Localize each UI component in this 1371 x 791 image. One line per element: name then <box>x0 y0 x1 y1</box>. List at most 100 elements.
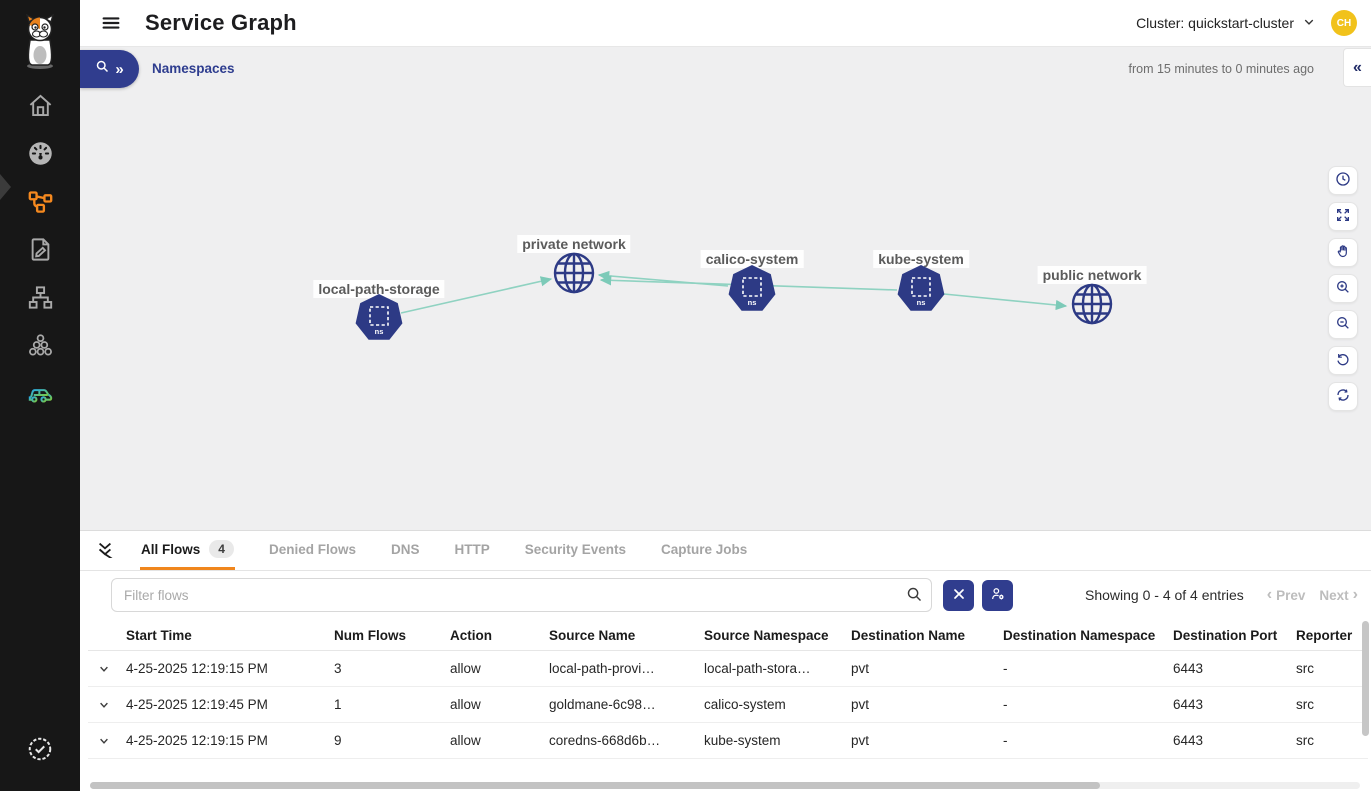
chevrons-left-icon: « <box>1353 58 1362 76</box>
cell-num-flows: 9 <box>334 733 342 749</box>
col-destination-name[interactable]: Destination Name <box>851 628 966 643</box>
service-graph-canvas[interactable]: » Namespaces from 15 minutes to 0 minute… <box>80 47 1371 530</box>
undo-icon <box>1335 351 1351 370</box>
cluster-selector[interactable]: Cluster: quickstart-cluster <box>1136 15 1315 31</box>
tab-denied-flows[interactable]: Denied Flows <box>268 531 357 570</box>
zoom-in-button[interactable] <box>1328 274 1358 303</box>
breadcrumb[interactable]: Namespaces <box>152 60 235 76</box>
cell-destination-name: pvt <box>851 661 870 677</box>
chevrons-right-icon: » <box>115 60 124 78</box>
cell-destination-port: 6443 <box>1173 697 1204 713</box>
graph-node-namespace[interactable]: ns <box>725 262 779 316</box>
pan-button[interactable] <box>1328 238 1358 267</box>
sidebar-item-clusters[interactable] <box>16 324 64 372</box>
flows-table: Start Time Num Flows Action Source Name … <box>88 619 1368 759</box>
refresh-button[interactable] <box>1328 382 1358 411</box>
cell-action: allow <box>450 697 481 713</box>
clock-icon <box>1335 171 1351 190</box>
fit-screen-button[interactable] <box>1328 202 1358 231</box>
cell-source-name: local-path-provi… <box>549 661 655 677</box>
tab-capture-jobs[interactable]: Capture Jobs <box>660 531 748 570</box>
user-gear-icon <box>990 586 1006 605</box>
row-expand-icon[interactable] <box>88 699 120 711</box>
compliance-car-icon <box>27 380 54 412</box>
graph-node-network[interactable] <box>1069 281 1115 327</box>
cell-num-flows: 3 <box>334 661 342 677</box>
col-num-flows[interactable]: Num Flows <box>334 628 407 643</box>
chevron-left-icon: ‹ <box>1266 586 1273 603</box>
cell-reporter: src <box>1296 661 1314 677</box>
col-start-time[interactable]: Start Time <box>126 628 192 643</box>
tab-dns[interactable]: DNS <box>390 531 421 570</box>
flows-filter-row: Showing 0 - 4 of 4 entries ‹Prev Next› <box>80 571 1371 619</box>
graph-search-toggle[interactable]: » <box>80 50 139 88</box>
sidebar-item-dashboard[interactable] <box>16 132 64 180</box>
sidebar-item-service-graph[interactable] <box>16 180 64 228</box>
row-expand-icon[interactable] <box>88 663 120 675</box>
right-panel-expand-tab[interactable]: « <box>1343 48 1371 87</box>
sidebar-item-network-sets[interactable] <box>16 276 64 324</box>
prev-page-button[interactable]: ‹ Prev <box>1267 586 1306 604</box>
col-destination-namespace[interactable]: Destination Namespace <box>1003 628 1156 643</box>
cell-num-flows: 1 <box>334 697 342 713</box>
vertical-scrollbar-thumb[interactable] <box>1362 621 1369 736</box>
tab-all-flows[interactable]: All Flows 4 <box>140 531 235 570</box>
zoom-out-icon <box>1335 315 1351 334</box>
graph-node-namespace[interactable]: ns <box>894 262 948 316</box>
next-label: Next <box>1319 587 1349 603</box>
hamburger-menu-icon[interactable] <box>98 10 124 36</box>
tab-label: Capture Jobs <box>661 541 748 557</box>
horizontal-scrollbar-thumb[interactable] <box>90 782 1100 789</box>
col-action[interactable]: Action <box>450 628 492 643</box>
graph-node-label[interactable]: local-path-storage <box>313 280 445 298</box>
time-range-label: from 15 minutes to 0 minutes ago <box>1128 62 1314 76</box>
collapse-panel-button[interactable] <box>96 540 120 565</box>
table-row[interactable]: 4-25-2025 12:19:15 PM 9 allow coredns-66… <box>88 723 1368 759</box>
refresh-icon <box>1335 387 1351 406</box>
flows-table-wrap: Start Time Num Flows Action Source Name … <box>80 619 1371 759</box>
page-title: Service Graph <box>145 10 297 35</box>
avatar[interactable]: CH <box>1331 10 1357 36</box>
service-graph-icon <box>27 188 54 220</box>
sidebar-nav <box>16 84 64 420</box>
active-nav-wedge <box>0 174 11 200</box>
chevron-down-icon <box>1303 15 1315 31</box>
reset-layout-button[interactable] <box>1328 346 1358 375</box>
table-row[interactable]: 4-25-2025 12:19:45 PM 1 allow goldmane-6… <box>88 687 1368 723</box>
prev-label: Prev <box>1276 587 1306 603</box>
sidebar-item-compliance[interactable] <box>16 372 64 420</box>
vertical-scrollbar[interactable] <box>1362 571 1369 781</box>
filter-flows-input[interactable] <box>111 578 932 612</box>
clear-filter-button[interactable] <box>943 579 974 611</box>
home-icon <box>27 92 54 124</box>
graph-node-label[interactable]: kube-system <box>873 250 969 268</box>
row-expand-icon[interactable] <box>88 735 120 747</box>
tab-label: HTTP <box>454 541 490 557</box>
tab-http[interactable]: HTTP <box>453 531 490 570</box>
sidebar-item-certificate[interactable] <box>0 734 80 769</box>
graph-node-label[interactable]: calico-system <box>700 250 804 268</box>
sidebar-item-home[interactable] <box>16 84 64 132</box>
tab-security-events[interactable]: Security Events <box>524 531 627 570</box>
breadcrumb-row: » Namespaces <box>80 47 1371 89</box>
col-source-name[interactable]: Source Name <box>549 628 636 643</box>
graph-node-label[interactable]: private network <box>517 235 631 253</box>
sidebar-item-policies[interactable] <box>16 228 64 276</box>
ns-badge: ns <box>748 298 757 307</box>
app-header: Service Graph Cluster: quickstart-cluste… <box>80 0 1371 47</box>
horizontal-scrollbar[interactable] <box>90 782 1360 789</box>
dashboard-gauge-icon <box>27 140 54 172</box>
col-reporter[interactable]: Reporter <box>1296 628 1353 643</box>
cell-start-time: 4-25-2025 12:19:15 PM <box>126 661 268 677</box>
next-page-button[interactable]: Next › <box>1319 586 1358 604</box>
column-customize-button[interactable] <box>982 579 1013 611</box>
search-icon[interactable] <box>906 586 923 603</box>
graph-node-label[interactable]: public network <box>1037 266 1147 284</box>
time-button[interactable] <box>1328 166 1358 195</box>
graph-node-namespace[interactable]: ns <box>352 291 406 345</box>
table-row[interactable]: 4-25-2025 12:19:15 PM 3 allow local-path… <box>88 651 1368 687</box>
zoom-out-button[interactable] <box>1328 310 1358 339</box>
graph-node-network[interactable] <box>551 250 597 296</box>
col-destination-port[interactable]: Destination Port <box>1173 628 1278 643</box>
col-source-namespace[interactable]: Source Namespace <box>704 628 829 643</box>
